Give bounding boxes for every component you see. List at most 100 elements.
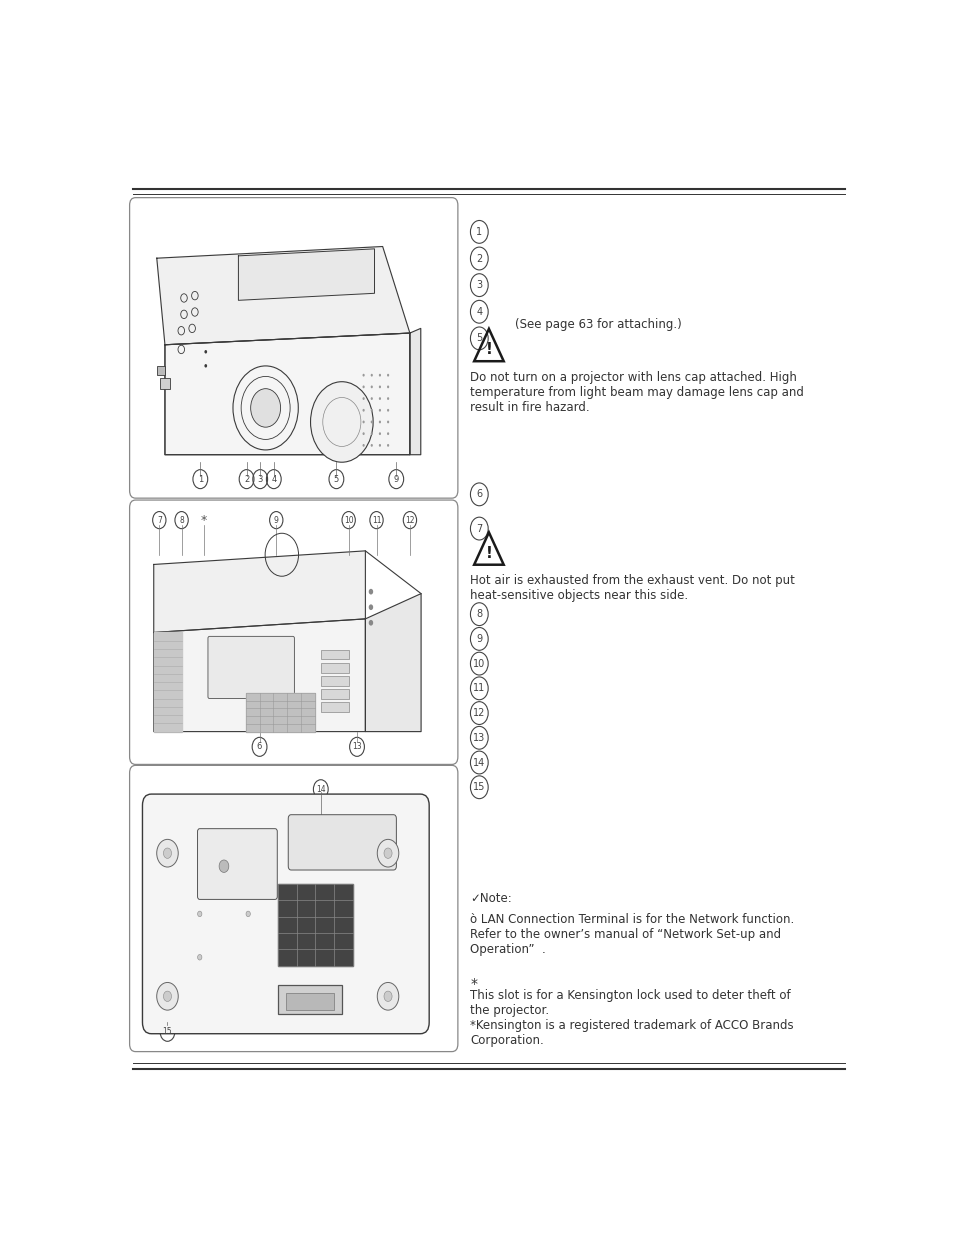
Polygon shape <box>410 329 420 454</box>
Polygon shape <box>153 632 181 731</box>
Circle shape <box>204 350 207 353</box>
FancyBboxPatch shape <box>288 815 395 869</box>
Text: This slot is for a Kensington lock used to deter theft of
the projector.
*Kensin: This slot is for a Kensington lock used … <box>470 989 793 1047</box>
Text: *: * <box>470 977 476 992</box>
Circle shape <box>362 432 364 435</box>
Polygon shape <box>153 619 365 731</box>
Circle shape <box>362 443 364 447</box>
FancyBboxPatch shape <box>277 986 342 1014</box>
Text: 6: 6 <box>476 489 482 499</box>
Circle shape <box>371 432 373 435</box>
FancyBboxPatch shape <box>320 703 348 713</box>
Text: Hot air is exhausted from the exhaust vent. Do not put
heat-sensitive objects ne: Hot air is exhausted from the exhaust ve… <box>470 574 795 603</box>
Text: 9: 9 <box>476 634 482 643</box>
FancyBboxPatch shape <box>130 198 457 498</box>
Polygon shape <box>156 247 410 345</box>
Circle shape <box>371 398 373 400</box>
Text: 6: 6 <box>256 742 262 751</box>
Text: 8: 8 <box>179 516 184 525</box>
Text: *: * <box>200 514 207 526</box>
Circle shape <box>311 382 373 462</box>
Circle shape <box>362 421 364 424</box>
Circle shape <box>197 911 202 916</box>
Text: 4: 4 <box>271 474 276 484</box>
Circle shape <box>371 443 373 447</box>
FancyBboxPatch shape <box>142 794 429 1034</box>
Polygon shape <box>245 693 314 731</box>
Circle shape <box>376 840 398 867</box>
Text: 1: 1 <box>476 227 482 237</box>
Circle shape <box>251 389 280 427</box>
Polygon shape <box>238 248 375 300</box>
Circle shape <box>387 409 389 411</box>
Circle shape <box>384 848 392 858</box>
Text: 2: 2 <box>476 253 482 263</box>
Text: 14: 14 <box>315 784 325 794</box>
Circle shape <box>387 385 389 388</box>
Text: 12: 12 <box>405 516 415 525</box>
Text: 13: 13 <box>352 742 361 751</box>
Circle shape <box>371 374 373 377</box>
Circle shape <box>371 409 373 411</box>
Circle shape <box>387 374 389 377</box>
FancyBboxPatch shape <box>286 993 334 1010</box>
Polygon shape <box>277 883 353 966</box>
Text: 7: 7 <box>476 524 482 534</box>
Circle shape <box>378 432 380 435</box>
Text: 5: 5 <box>476 333 482 343</box>
Text: !: ! <box>485 342 492 357</box>
FancyBboxPatch shape <box>208 636 294 699</box>
Circle shape <box>368 589 373 594</box>
Circle shape <box>378 421 380 424</box>
FancyBboxPatch shape <box>320 650 348 659</box>
Text: 9: 9 <box>394 474 398 484</box>
FancyBboxPatch shape <box>156 366 165 375</box>
Text: 4: 4 <box>476 306 482 316</box>
Text: 3: 3 <box>476 280 482 290</box>
Circle shape <box>197 955 202 960</box>
Circle shape <box>246 911 250 916</box>
Circle shape <box>204 364 207 368</box>
Circle shape <box>378 398 380 400</box>
Text: 12: 12 <box>473 708 485 718</box>
Circle shape <box>378 385 380 388</box>
FancyBboxPatch shape <box>320 689 348 699</box>
Circle shape <box>163 848 172 858</box>
Text: 10: 10 <box>343 516 354 525</box>
Circle shape <box>387 421 389 424</box>
Circle shape <box>378 374 380 377</box>
Text: 13: 13 <box>473 732 485 742</box>
Text: 11: 11 <box>372 516 381 525</box>
Circle shape <box>163 992 172 1002</box>
Text: 3: 3 <box>257 474 263 484</box>
Circle shape <box>387 443 389 447</box>
Circle shape <box>219 860 229 872</box>
FancyBboxPatch shape <box>320 676 348 685</box>
Polygon shape <box>153 551 365 632</box>
Text: 1: 1 <box>197 474 203 484</box>
FancyBboxPatch shape <box>130 766 457 1052</box>
Text: 2: 2 <box>244 474 249 484</box>
Text: 10: 10 <box>473 658 485 668</box>
Text: 5: 5 <box>334 474 338 484</box>
Text: (See page 63 for attaching.): (See page 63 for attaching.) <box>499 317 681 331</box>
Circle shape <box>384 992 392 1002</box>
Circle shape <box>156 840 178 867</box>
Text: 15: 15 <box>473 782 485 792</box>
Text: 11: 11 <box>473 683 485 693</box>
Text: 15: 15 <box>163 1028 172 1036</box>
Circle shape <box>362 374 364 377</box>
Polygon shape <box>365 594 420 731</box>
Circle shape <box>368 620 373 626</box>
Circle shape <box>371 385 373 388</box>
Circle shape <box>362 398 364 400</box>
Circle shape <box>156 983 178 1010</box>
Text: Do not turn on a projector with lens cap attached. High
temperature from light b: Do not turn on a projector with lens cap… <box>470 370 803 414</box>
Text: !: ! <box>485 546 492 561</box>
Text: ò LAN Connection Terminal is for the Network function.
Refer to the owner’s manu: ò LAN Connection Terminal is for the Net… <box>470 913 794 956</box>
Circle shape <box>387 398 389 400</box>
Circle shape <box>378 409 380 411</box>
Text: 8: 8 <box>476 609 482 619</box>
Text: 14: 14 <box>473 757 485 767</box>
Circle shape <box>371 421 373 424</box>
